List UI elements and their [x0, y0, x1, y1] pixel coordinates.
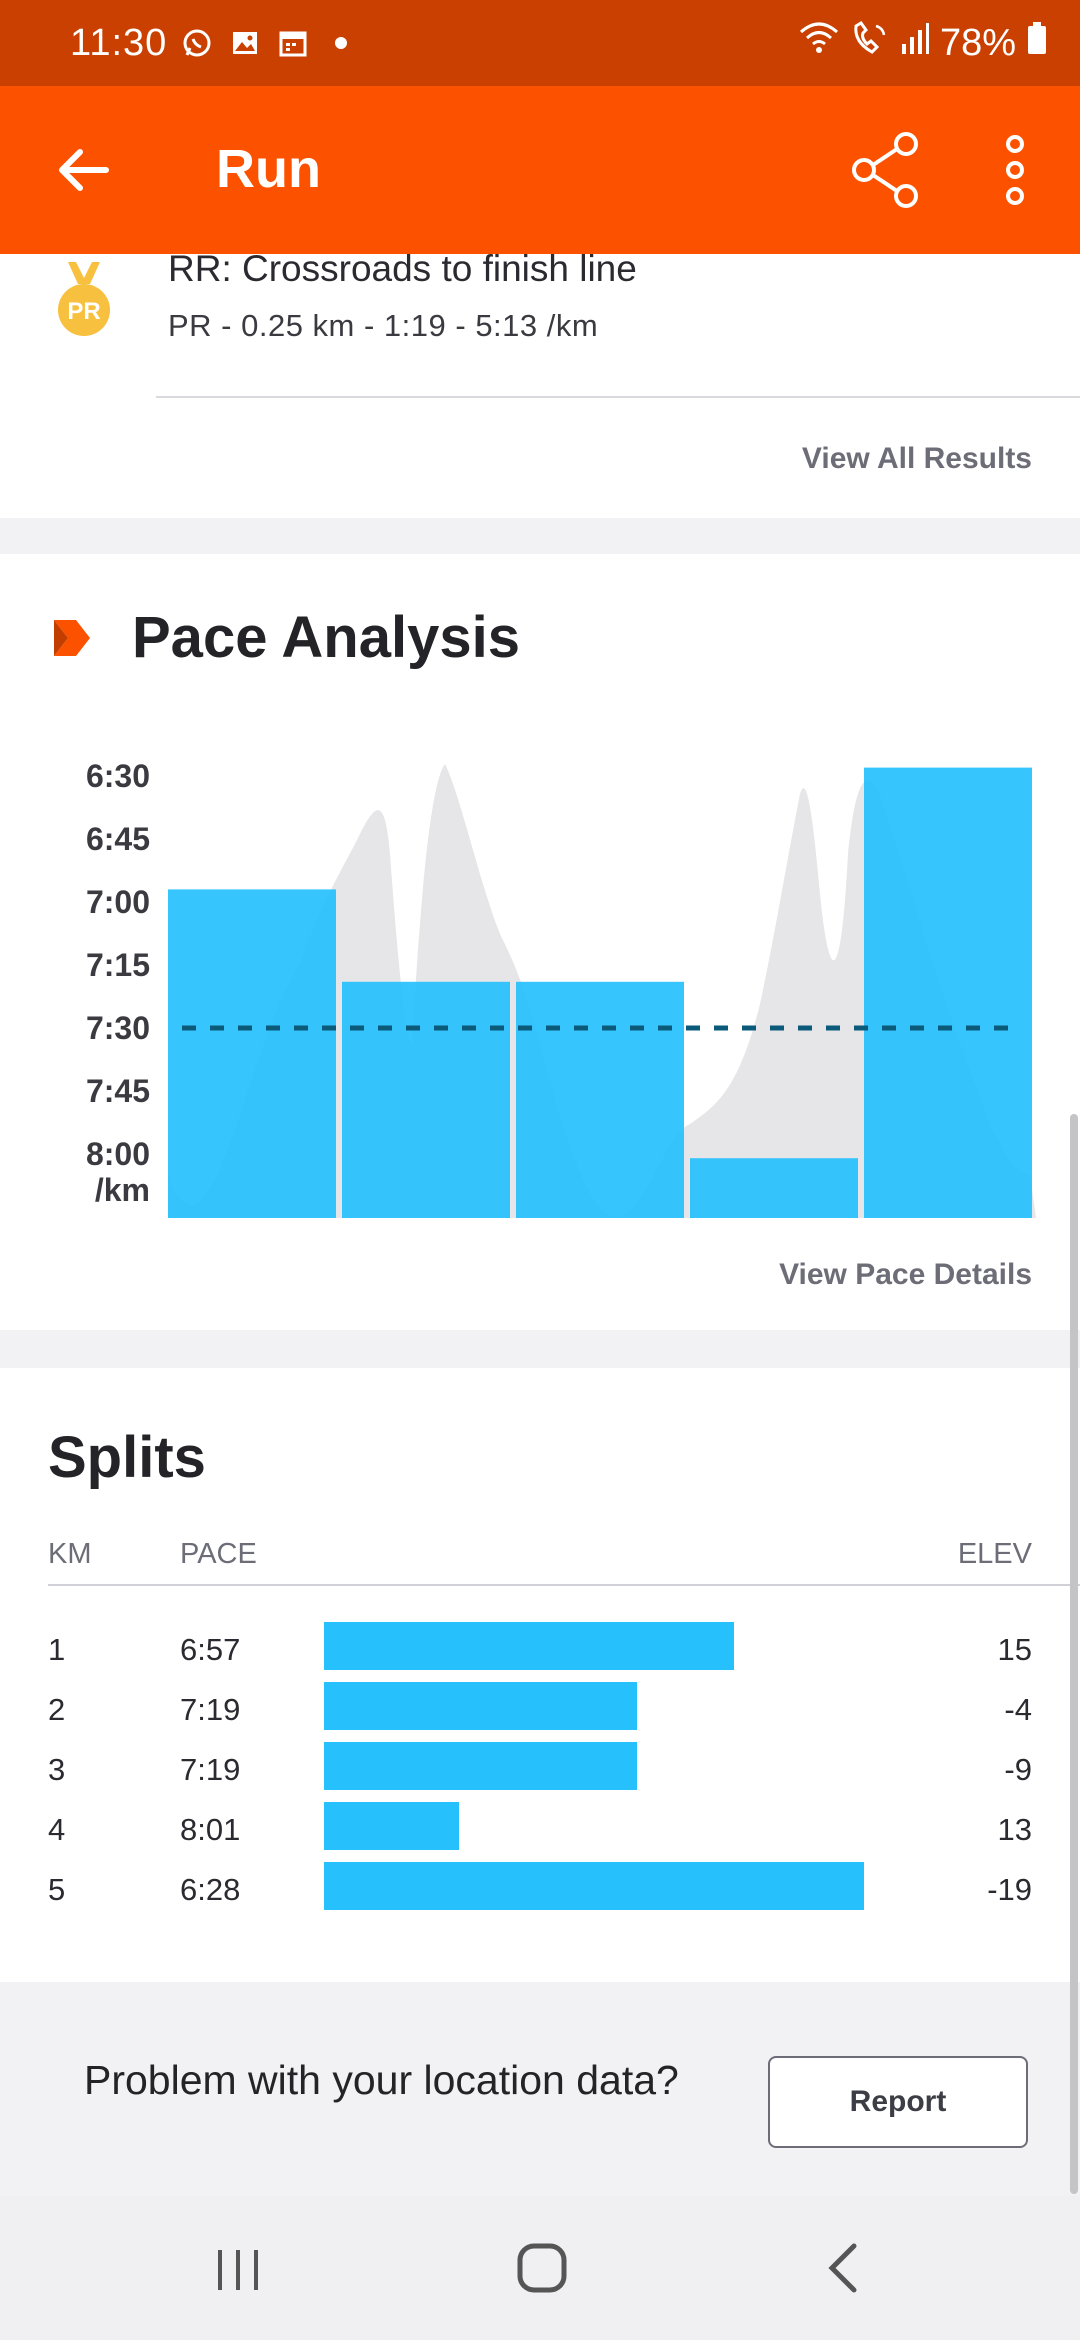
split-row: 3 7:19 -9	[0, 1742, 1080, 1802]
wifi-call-icon	[850, 20, 890, 66]
pace-bar	[864, 767, 1032, 1218]
split-km: 1	[48, 1632, 66, 1667]
splits-divider	[48, 1584, 1080, 1586]
pace-bar	[168, 889, 336, 1218]
y-tick-label: 8:00	[86, 1136, 150, 1172]
view-pace-details-link[interactable]: View Pace Details	[779, 1258, 1032, 1291]
split-elev: -4	[1004, 1692, 1032, 1727]
home-icon[interactable]	[512, 2238, 572, 2298]
gallery-icon	[228, 26, 262, 60]
pr-result-card: PR RR: Crossroads to finish line PR - 0.…	[0, 248, 1080, 518]
wifi-icon	[798, 20, 840, 66]
split-pace: 8:01	[180, 1812, 241, 1847]
pace-bar	[516, 981, 684, 1218]
col-header-elev: ELEV	[957, 1538, 1032, 1570]
status-notification-icons	[180, 26, 358, 60]
splits-card: Splits KM PACE ELEV 1 6:57 15 2 7:19 -4 3 7:19 -…	[0, 1368, 1080, 1982]
y-tick-label: 7:30	[86, 1010, 150, 1046]
nav-back-icon[interactable]	[824, 2238, 864, 2298]
pr-badge-text: PR	[67, 298, 100, 325]
calendar-icon	[276, 26, 310, 60]
battery-percent: 78%	[939, 21, 1016, 64]
split-elev: -19	[987, 1872, 1032, 1907]
y-tick-label: 6:30	[86, 758, 150, 794]
col-header-pace: PACE	[180, 1538, 257, 1570]
split-pace-bar	[324, 1802, 459, 1850]
pace-chart[interactable]: 6:30 6:45 7:00 7:15 7:30 7:45 8:00/km	[0, 704, 1080, 1224]
y-tick-label: 7:00	[86, 884, 150, 920]
status-time: 11:30	[70, 22, 168, 64]
scrollbar[interactable]	[1070, 1114, 1078, 2194]
split-pace: 6:28	[180, 1872, 241, 1907]
split-km: 5	[48, 1872, 66, 1907]
y-tick-label: 7:45	[86, 1073, 150, 1109]
location-problem-text: Problem with your location data?	[84, 2057, 679, 2103]
y-tick-label: 7:15	[86, 947, 150, 983]
whatsapp-icon	[180, 26, 214, 60]
split-row: 5 6:28 -19	[0, 1862, 1080, 1922]
y-axis-unit: /km	[95, 1172, 150, 1208]
share-icon[interactable]	[848, 130, 928, 210]
split-pace-bar	[324, 1742, 638, 1790]
recent-apps-icon[interactable]	[214, 2240, 264, 2300]
system-nav-bar	[0, 2196, 1080, 2340]
split-pace-bar	[324, 1622, 735, 1670]
split-pace-bar	[324, 1682, 638, 1730]
split-row: 4 8:01 13	[0, 1802, 1080, 1862]
split-row: 1 6:57 15	[0, 1622, 1080, 1682]
split-pace: 7:19	[180, 1752, 241, 1787]
status-bar: 11:30 78%	[0, 0, 1080, 86]
battery-icon	[1026, 20, 1048, 66]
report-button[interactable]: Report	[768, 2056, 1028, 2148]
split-km: 2	[48, 1692, 66, 1727]
split-pace: 6:57	[180, 1632, 241, 1667]
pace-analysis-title: Pace Analysis	[132, 605, 520, 670]
split-km: 3	[48, 1752, 66, 1787]
splits-title: Splits	[48, 1425, 206, 1490]
page-title: Run	[216, 139, 321, 199]
segment-title[interactable]: RR: Crossroads to finish line	[168, 248, 637, 289]
split-km: 4	[48, 1812, 66, 1847]
pace-bar	[690, 1158, 858, 1218]
pr-medal-icon: PR	[56, 260, 112, 340]
signal-icon	[900, 20, 930, 66]
back-arrow-icon[interactable]	[50, 136, 120, 206]
dot-icon	[324, 26, 358, 60]
pace-analysis-card: Pace Analysis 6:30 6:45 7:00 7:15 7:30 7:45 8:…	[0, 554, 1080, 1330]
status-system-icons: 78%	[798, 20, 1048, 66]
split-pace: 7:19	[180, 1692, 241, 1727]
segment-stats: PR - 0.25 km - 1:19 - 5:13 /km	[168, 308, 599, 343]
split-elev: -9	[1004, 1752, 1032, 1787]
view-all-results-link[interactable]: View All Results	[801, 442, 1032, 475]
divider	[156, 396, 1080, 398]
col-header-km: KM	[48, 1538, 92, 1570]
pace-bar	[342, 981, 510, 1218]
app-bar: Run	[0, 86, 1080, 254]
y-tick-label: 6:45	[86, 821, 150, 857]
split-elev: 15	[997, 1632, 1032, 1667]
split-pace-bar	[324, 1862, 864, 1910]
more-vert-icon[interactable]	[990, 130, 1040, 210]
location-problem-section: Problem with your location data? Report	[0, 1982, 1080, 2196]
split-elev: 13	[997, 1812, 1032, 1847]
pace-chevron-icon	[50, 616, 94, 660]
split-row: 2 7:19 -4	[0, 1682, 1080, 1742]
